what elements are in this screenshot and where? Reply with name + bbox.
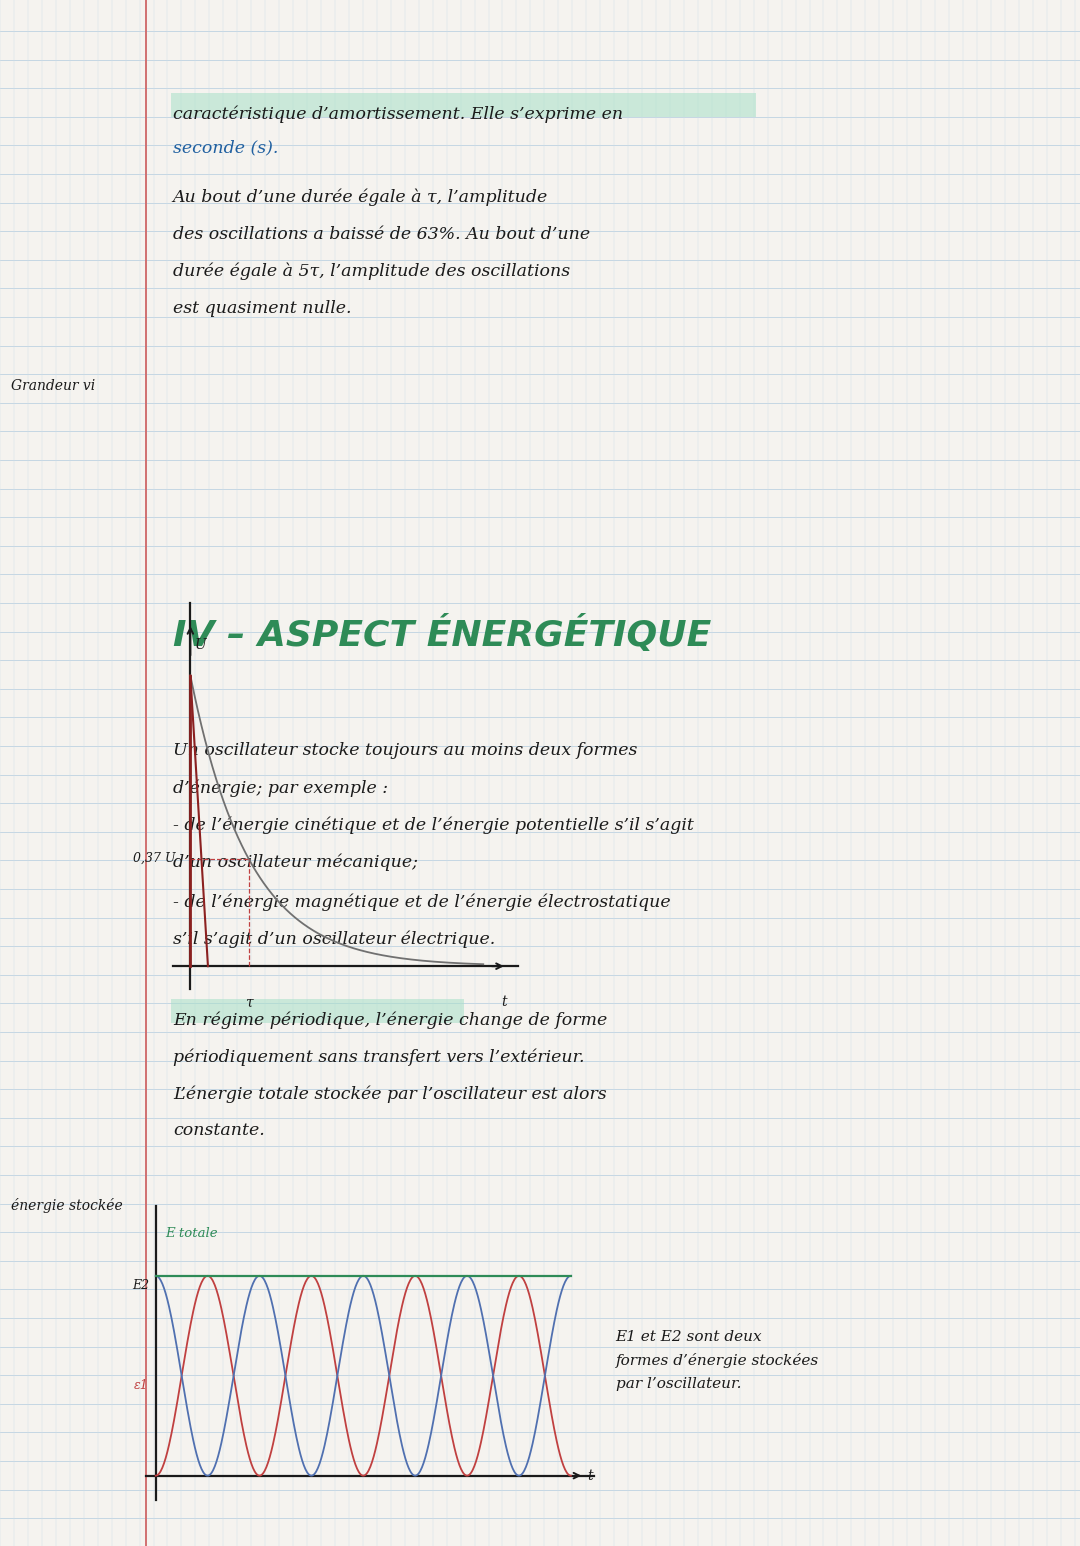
Text: E1 et E2 sont deux
formes d’énergie stockées
par l’oscillateur.: E1 et E2 sont deux formes d’énergie stoc… xyxy=(616,1330,819,1391)
Text: t: t xyxy=(588,1469,593,1483)
Text: seconde (s).: seconde (s). xyxy=(173,139,279,156)
Text: constante.: constante. xyxy=(173,1122,265,1139)
Text: d’énergie; par exemple :: d’énergie; par exemple : xyxy=(173,779,388,796)
Text: durée égale à 5τ, l’amplitude des oscillations: durée égale à 5τ, l’amplitude des oscill… xyxy=(173,263,570,280)
Text: Un oscillateur stocke toujours au moins deux formes: Un oscillateur stocke toujours au moins … xyxy=(173,742,637,759)
Text: d’un oscillateur mécanique;: d’un oscillateur mécanique; xyxy=(173,853,418,870)
Text: E totale: E totale xyxy=(165,1228,218,1240)
Text: En régime périodique, l’énergie change de forme: En régime périodique, l’énergie change d… xyxy=(173,1011,607,1028)
Text: 0,37 U: 0,37 U xyxy=(133,852,176,866)
Text: s’il s’agit d’un oscillateur électrique.: s’il s’agit d’un oscillateur électrique. xyxy=(173,931,495,948)
Text: t: t xyxy=(501,996,507,1010)
Text: - de l’énergie magnétique et de l’énergie électrostatique: - de l’énergie magnétique et de l’énergi… xyxy=(173,894,671,911)
Text: périodiquement sans transfert vers l’extérieur.: périodiquement sans transfert vers l’ext… xyxy=(173,1048,584,1065)
Text: Au bout d’une durée égale à τ, l’amplitude: Au bout d’une durée égale à τ, l’amplitu… xyxy=(173,189,548,206)
Text: Grandeur vi: Grandeur vi xyxy=(11,379,95,393)
Text: - de l’énergie cinétique et de l’énergie potentielle s’il s’agit: - de l’énergie cinétique et de l’énergie… xyxy=(173,816,693,833)
Text: caractéristique d’amortissement. Elle s’exprime en: caractéristique d’amortissement. Elle s’… xyxy=(173,105,623,122)
Text: IV – ASPECT ÉNERGÉTIQUE: IV – ASPECT ÉNERGÉTIQUE xyxy=(173,615,711,654)
Text: L’énergie totale stockée par l’oscillateur est alors: L’énergie totale stockée par l’oscillate… xyxy=(173,1085,607,1102)
Text: E2: E2 xyxy=(132,1279,149,1292)
Text: des oscillations a baissé de 63%. Au bout d’une: des oscillations a baissé de 63%. Au bou… xyxy=(173,226,590,243)
Text: énergie stockée: énergie stockée xyxy=(11,1198,122,1214)
FancyBboxPatch shape xyxy=(171,93,756,117)
Text: ε1: ε1 xyxy=(134,1379,149,1393)
Text: U: U xyxy=(195,638,206,652)
Text: est quasiment nulle.: est quasiment nulle. xyxy=(173,300,351,317)
Text: τ: τ xyxy=(245,996,253,1010)
FancyBboxPatch shape xyxy=(171,999,464,1023)
